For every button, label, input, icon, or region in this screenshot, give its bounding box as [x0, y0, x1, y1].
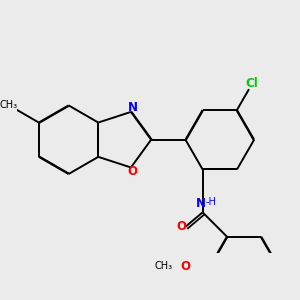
Text: N: N — [196, 197, 206, 210]
Text: Cl: Cl — [246, 77, 259, 90]
Text: O: O — [128, 165, 138, 178]
Text: -H: -H — [206, 197, 217, 207]
Text: O: O — [180, 260, 190, 273]
Text: O: O — [176, 220, 186, 233]
Text: N: N — [128, 101, 138, 114]
Text: CH₃: CH₃ — [0, 100, 18, 110]
Text: CH₃: CH₃ — [154, 261, 172, 272]
